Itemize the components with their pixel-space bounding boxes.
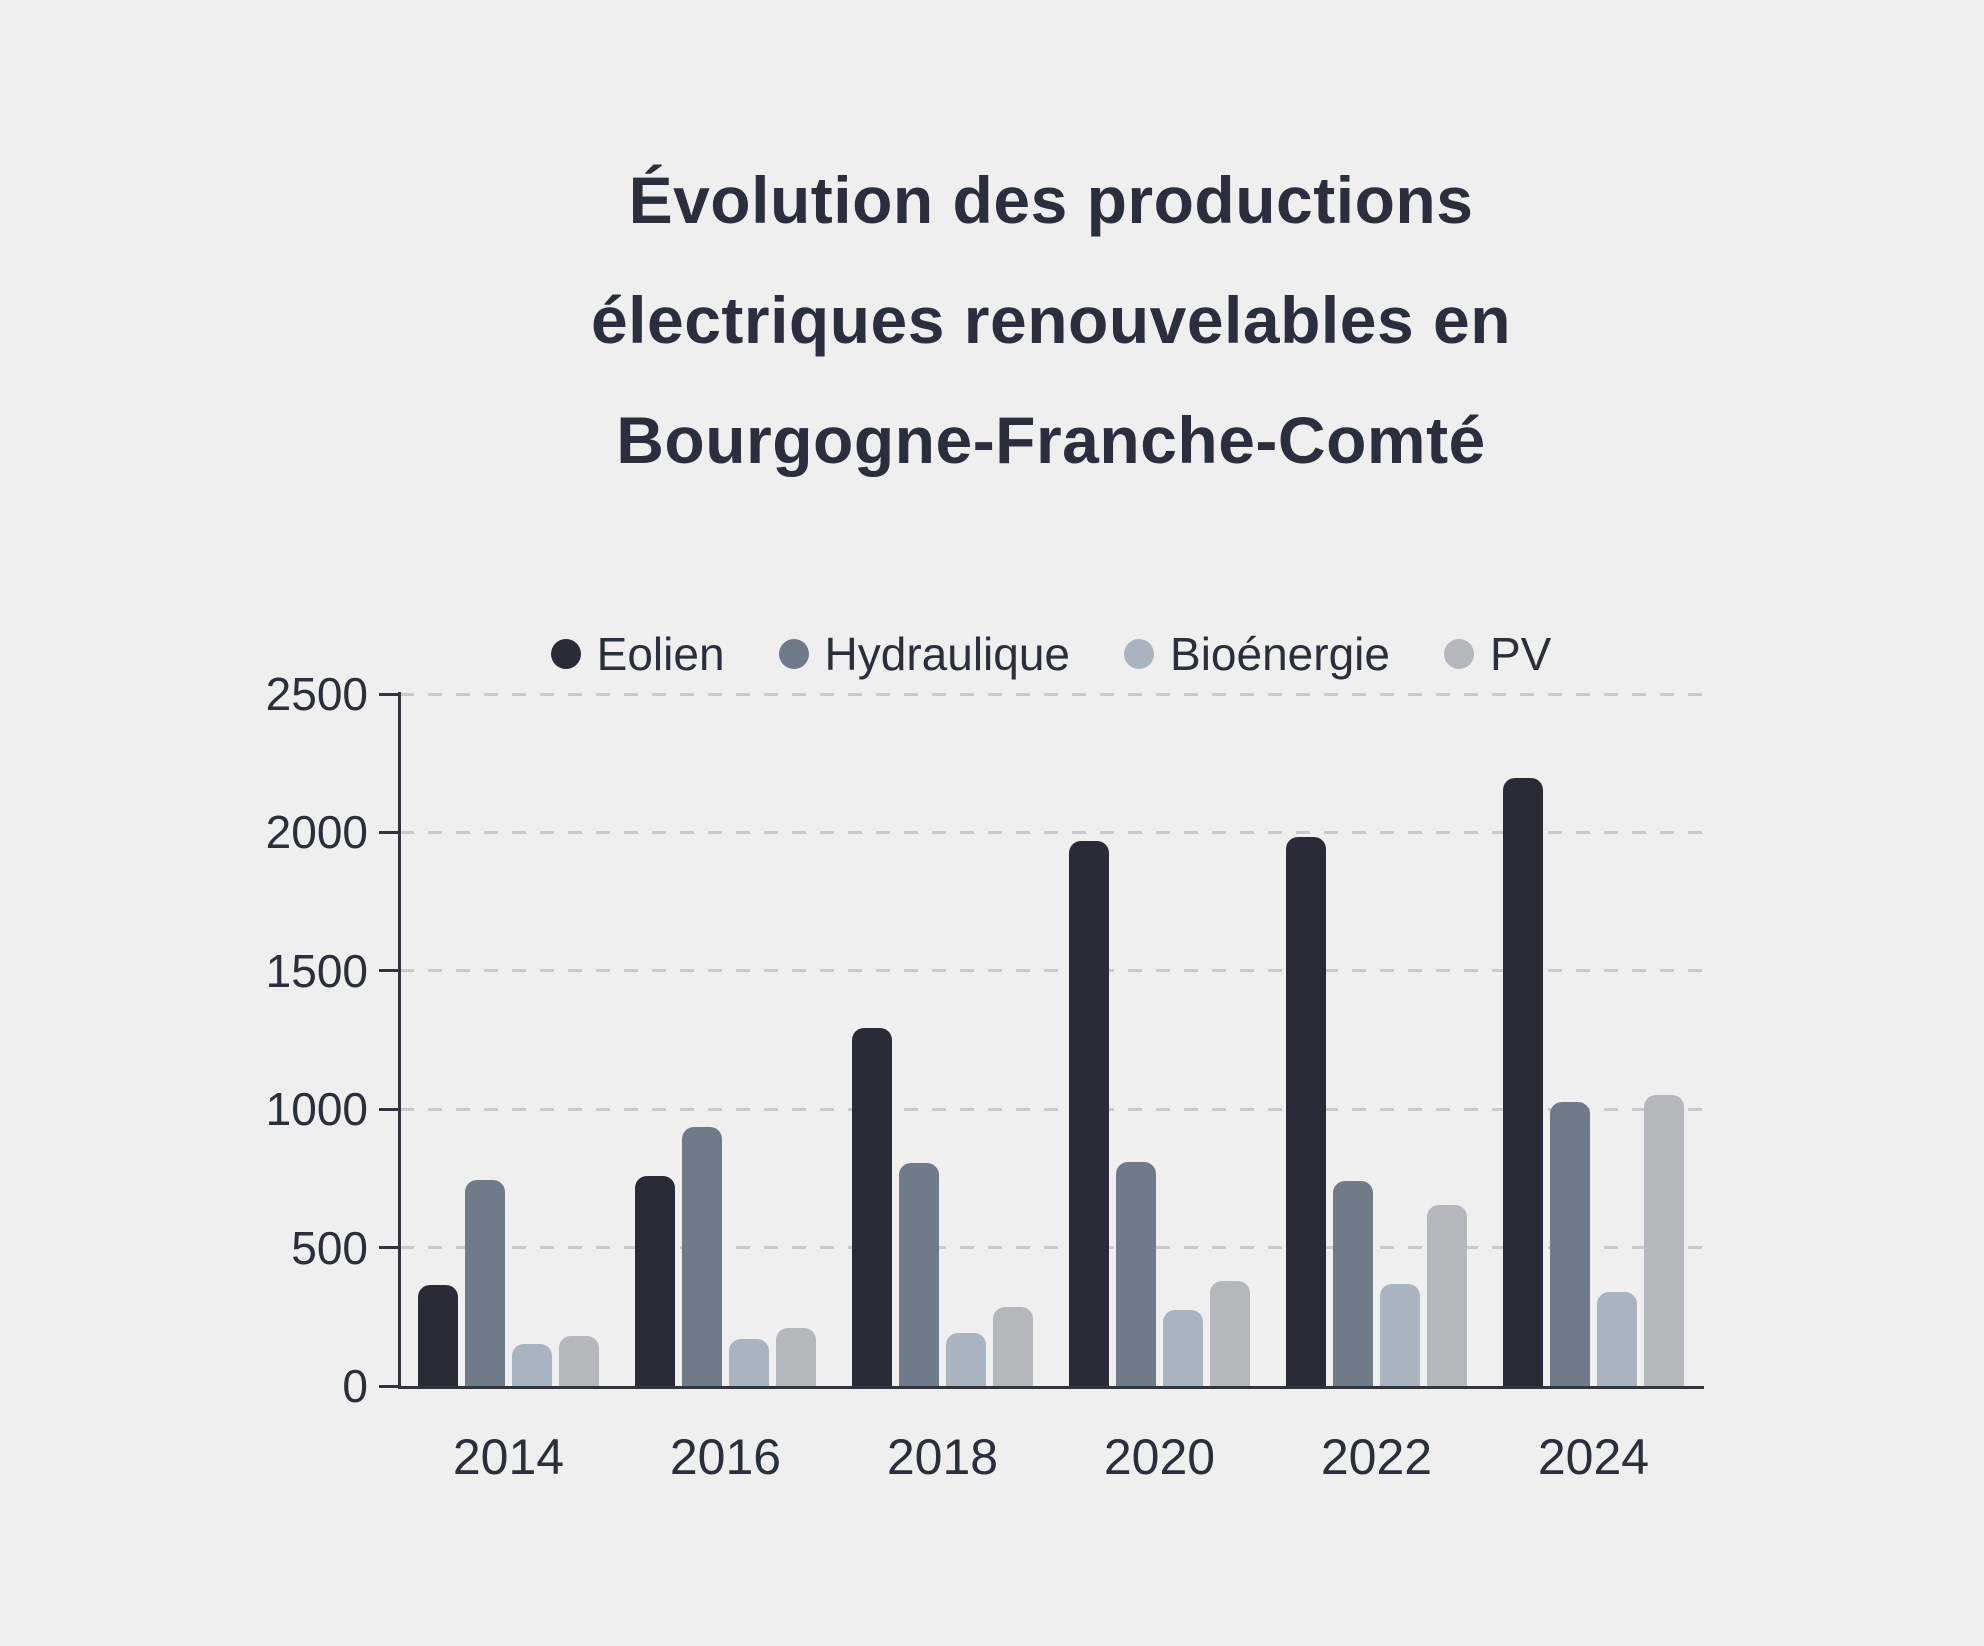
bar-hydraulique-2020 (1116, 1161, 1156, 1386)
legend-dot-pv (1443, 639, 1474, 669)
bar-pv-2022 (1427, 1204, 1467, 1386)
bar-hydraulique-2022 (1333, 1181, 1373, 1386)
legend-label-bioenergie: Bioénergie (1170, 628, 1390, 680)
x-tick-label-2014: 2014 (452, 1429, 565, 1485)
bar-bioenergie-2022 (1380, 1283, 1420, 1386)
y-tick-label-1000: 1000 (265, 1083, 368, 1136)
legend-dot-eolien (550, 639, 581, 669)
legend-label-pv: PV (1489, 628, 1552, 680)
y-tick-2000 (379, 830, 400, 834)
bar-pv-2024 (1644, 1095, 1684, 1386)
chart-title: Évolution des productions électriques re… (400, 140, 1702, 500)
bar-hydraulique-2018 (899, 1163, 939, 1386)
y-tick-label-1500: 1500 (265, 944, 368, 997)
y-tick-label-500: 500 (291, 1221, 368, 1274)
y-tick-label-0: 0 (342, 1360, 368, 1412)
bar-hydraulique-2024 (1550, 1102, 1590, 1386)
bar-eolien-2024 (1503, 778, 1543, 1386)
gridline-500 (400, 1246, 1702, 1250)
x-tick-label-2020: 2020 (1103, 1429, 1216, 1485)
bar-eolien-2016 (635, 1175, 675, 1386)
gridline-1000 (400, 1107, 1702, 1111)
bar-bioenergie-2016 (729, 1338, 769, 1386)
legend-label-hydraulique: Hydraulique (824, 628, 1071, 680)
chart-title-line-3: Bourgogne-Franche-Comté (616, 403, 1486, 477)
legend-item-bioenergie: Bioénergie (1124, 627, 1390, 681)
gridline-2000 (400, 830, 1702, 834)
x-tick-label-2022: 2022 (1320, 1429, 1433, 1485)
legend-dot-bioenergie (1124, 639, 1155, 669)
y-tick-500 (379, 1246, 400, 1250)
bar-bioenergie-2018 (946, 1333, 986, 1386)
bar-eolien-2014 (418, 1284, 458, 1386)
y-axis-line (398, 692, 401, 1389)
x-tick-label-2018: 2018 (886, 1429, 999, 1485)
x-axis-line (398, 1386, 1704, 1389)
x-tick-label-2016: 2016 (669, 1429, 782, 1485)
bar-bioenergie-2014 (512, 1344, 552, 1386)
bar-pv-2018 (993, 1307, 1033, 1386)
legend-item-hydraulique: Hydraulique (778, 627, 1071, 681)
bar-pv-2020 (1210, 1280, 1250, 1386)
y-tick-2500 (379, 692, 400, 696)
bar-bioenergie-2020 (1163, 1309, 1203, 1386)
legend-dot-hydraulique (778, 639, 809, 669)
y-tick-1500 (379, 969, 400, 973)
bar-pv-2016 (776, 1327, 816, 1386)
bar-bioenergie-2024 (1597, 1291, 1637, 1386)
y-tick-label-2500: 2500 (265, 668, 368, 720)
gridline-2500 (400, 692, 1702, 696)
x-tick-label-2024: 2024 (1537, 1429, 1650, 1485)
gridline-1500 (400, 969, 1702, 973)
chart-title-line-1: Évolution des productions (628, 163, 1474, 237)
legend-item-pv: PV (1443, 627, 1552, 681)
bar-eolien-2022 (1286, 836, 1326, 1386)
bar-hydraulique-2016 (682, 1127, 722, 1386)
bar-eolien-2018 (852, 1027, 892, 1386)
y-tick-1000 (379, 1107, 400, 1111)
y-tick-0 (379, 1384, 400, 1388)
bar-pv-2014 (559, 1336, 599, 1386)
chart-title-line-2: électriques renouvelables en (590, 283, 1512, 357)
y-tick-label-2000: 2000 (265, 806, 368, 859)
bar-hydraulique-2014 (465, 1179, 505, 1386)
legend-label-eolien: Eolien (596, 628, 725, 680)
legend-item-eolien: Eolien (550, 627, 725, 681)
chart-legend: Eolien Hydraulique Bioénergie PV (400, 628, 1702, 680)
bar-eolien-2020 (1069, 840, 1109, 1386)
